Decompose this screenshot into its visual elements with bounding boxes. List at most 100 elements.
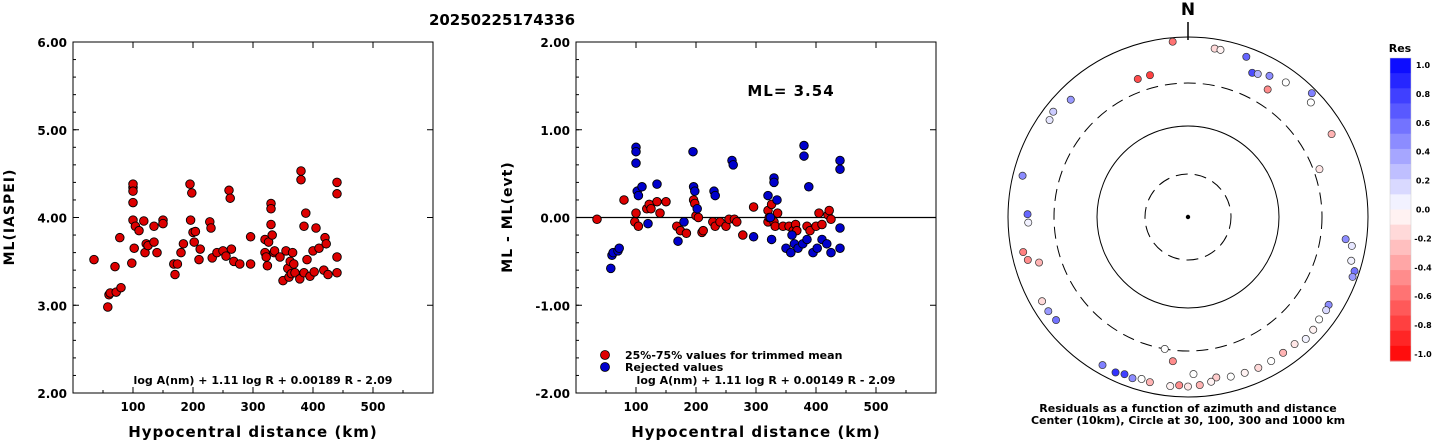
station-point (1120, 370, 1129, 379)
ml-chart-frame (72, 41, 434, 394)
ml-chart-point-series-0 (172, 259, 183, 269)
colorbar-tick-label: 0.0 (1416, 206, 1431, 215)
colorbar-cell (1390, 73, 1411, 89)
legend-marker-trimmed (600, 350, 610, 360)
colorbar-cells (1389, 57, 1412, 362)
station-point (1035, 258, 1044, 267)
ml-chart-point-series-0 (332, 268, 342, 278)
station-point (1207, 377, 1216, 386)
station-point (1347, 241, 1356, 250)
station-point (1044, 307, 1053, 316)
residual-chart-point-series-1 (826, 247, 836, 258)
colorbar-tick-label: -0.2 (1414, 234, 1432, 243)
station-point (1306, 98, 1315, 107)
residual-chart-point-series-0 (681, 228, 692, 239)
station-point (1216, 45, 1225, 54)
residual-chart-point-series-1 (728, 160, 738, 170)
station-point (1038, 297, 1047, 306)
ml-chart-point-series-0 (170, 269, 180, 280)
station-point (1281, 78, 1290, 87)
residual-chart-point-series-1 (835, 155, 845, 166)
residual-chart-y-tick-label: 2.00 (540, 36, 570, 50)
azimuth-distance-polar-plot: N Residuals as a function of azimuth and… (1007, 0, 1369, 427)
ml-chart-y-label: ML(IASPEI) (2, 169, 18, 266)
colorbar-title: Res (1389, 42, 1412, 55)
residual-chart-point-series-1 (690, 186, 700, 196)
ml-chart-x-tick-label: 400 (300, 400, 325, 414)
ml-chart-point-series-0 (301, 208, 311, 218)
residual-chart-point-series-1 (637, 182, 647, 192)
residual-chart-point-series-0 (738, 230, 748, 240)
colorbar-cell (1390, 118, 1411, 135)
ml-chart-point-series-0 (302, 254, 312, 265)
residual-chart-point-series-1 (799, 140, 809, 151)
residual-chart-point-series-1 (763, 190, 773, 201)
ml-chart-point-series-0 (206, 223, 216, 233)
residual-chart-x-tick-label: 200 (683, 400, 708, 414)
station-point (1052, 316, 1060, 325)
ml-chart-formula: log A(nm) + 1.11 log R + 0.00189 R - 2.0… (134, 374, 393, 387)
station-point (1267, 357, 1276, 366)
ml-chart-point-series-0 (332, 252, 342, 262)
residual-chart-point-series-0 (826, 214, 836, 225)
station-point (1265, 71, 1274, 80)
ml-iaspei-chart: 100 200 300 400 500 2.00 3.00 4.00 5.00 6.00 log … (2, 36, 434, 441)
residual-chart-formula: log A(nm) + 1.11 log R + 0.00149 R - 2.0… (637, 374, 896, 387)
station-point (1301, 334, 1310, 343)
residual-chart-point-series-0 (693, 212, 704, 223)
ml-chart-x-tick-label: 200 (180, 400, 205, 414)
residual-chart-point-series-1 (769, 177, 779, 188)
residual-chart-x-tick-label: 100 (623, 400, 648, 414)
residual-chart-point-series-1 (631, 158, 641, 168)
colorbar-tick-labels: 1.0 0.8 0.6 0.4 0.2 0.0 -0.2 -0.4 -0.6 -0.8 -1.0 (1414, 61, 1432, 359)
colorbar-cell (1390, 330, 1411, 347)
residual-chart-point-series-1 (772, 195, 782, 205)
residual-chart-point-series-0 (732, 217, 742, 227)
station-point (1166, 382, 1175, 391)
north-label: N (1181, 0, 1195, 20)
residual-chart-point-series-0 (592, 214, 602, 225)
ml-chart-axis-ticks: 100 200 300 400 500 2.00 3.00 4.00 5.00 6.00 (37, 36, 433, 414)
ml-chart-points (89, 166, 342, 312)
ring-1000km (1007, 36, 1369, 398)
residual-chart-point-series-1 (606, 263, 616, 274)
ring-300km (1053, 82, 1323, 352)
residual-chart-axis-ticks: 100 200 300 400 500 -2.00 -1.00 0.00 1.00 2.00 (535, 36, 936, 414)
ml-chart-point-series-0 (139, 216, 149, 226)
residual-chart-point-series-1 (614, 243, 624, 253)
residual-chart-point-series-0 (631, 208, 641, 218)
station-point (1184, 382, 1192, 391)
colorbar-cell (1390, 88, 1411, 104)
ml-chart-point-series-0 (110, 261, 120, 272)
ml-chart-y-tick-label: 3.00 (37, 299, 67, 313)
station-point (1347, 256, 1356, 265)
colorbar-tick-label: 0.2 (1416, 177, 1430, 186)
residual-chart-point-series-1 (835, 164, 845, 174)
station-residual-points (1018, 37, 1359, 391)
residual-chart-point-series-0 (772, 208, 783, 218)
ml-chart-y-tick-label: 4.00 (37, 212, 67, 226)
colorbar-cell (1390, 133, 1411, 150)
ml-chart-point-series-0 (267, 230, 277, 240)
ml-chart-point-series-0 (149, 221, 159, 232)
residual-chart-point-series-1 (652, 179, 662, 189)
colorbar-frame (1389, 57, 1412, 362)
ml-chart-point-series-0 (323, 269, 333, 280)
residual-chart-point-series-0 (655, 208, 665, 218)
residual-chart-point-series-1 (748, 232, 759, 242)
station-point (1254, 363, 1263, 372)
residual-chart-point-series-0 (633, 221, 644, 232)
colorbar-cell (1390, 103, 1411, 120)
ml-chart-point-series-0 (266, 219, 276, 230)
ml-chart-point-series-0 (332, 177, 342, 188)
legend-label-trimmed: 25%-75% values for trimmed mean (625, 349, 842, 362)
station-point (1263, 85, 1272, 94)
residual-chart-points (592, 140, 845, 274)
ml-chart-point-series-0 (245, 232, 256, 242)
colorbar-tick-label: 0.6 (1416, 119, 1431, 128)
colorbar-tick-label: -0.8 (1414, 321, 1432, 330)
ml-chart-point-series-0 (178, 239, 189, 249)
ml-chart-point-series-0 (289, 259, 299, 269)
residual-chart-point-series-1 (766, 234, 777, 245)
